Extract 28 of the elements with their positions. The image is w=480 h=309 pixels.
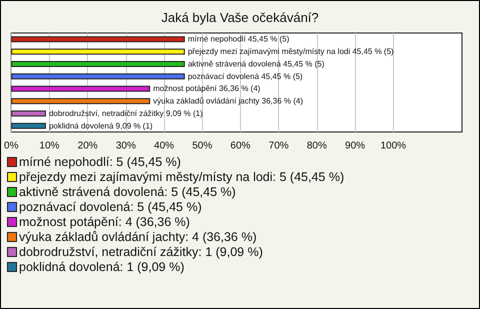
category-label: přejezdy mezi zajímavými městy/místy na lodi 45,45 % (5) <box>188 47 394 56</box>
text: poznávací dovolená: 5 (45,45 %) <box>18 200 203 215</box>
text: přejezdy mezi zajímavými městy/místy na lodi: 5 (45,45 %) <box>18 170 344 185</box>
x-tick-label: 30% <box>116 140 136 152</box>
text: možnost potápění: 4 (36,36 %) <box>18 215 191 230</box>
text: výuka základů ovládání jachty: 4 (36,36 %) <box>18 230 258 245</box>
category-label: dobrodružství, netradiční zážitky 9,09 % (1) <box>48 108 203 118</box>
x-tick-label: 20% <box>78 140 98 152</box>
x-tick-label: 80% <box>306 140 327 152</box>
text: aktivně strávená dovolená: 5 (45,45 %) <box>18 185 237 200</box>
x-tick-label: 60% <box>230 140 251 152</box>
x-tick-label: 90% <box>345 140 366 152</box>
category-label: poklidná dovolená 9,09 % (1) <box>48 121 153 130</box>
x-tick-label: 100% <box>380 140 406 152</box>
x-tick-label: 0% <box>4 140 19 152</box>
text: mírné nepohodlí: 5 (45,45 %) <box>18 155 182 170</box>
category-label: mírné nepohodlí 45,45 % (5) <box>188 34 290 44</box>
text: dobrodružství, netradiční zážitky: 1 (9,09 %) <box>18 245 264 260</box>
category-label: poznávací dovolená 45,45 % (5) <box>188 72 303 81</box>
category-label: výuka základů ovládání jachty 36,36 % (4) <box>153 96 303 106</box>
chart-title: Jaká byla Vaše očekávání? <box>161 10 319 25</box>
category-label: možnost potápění 36,36 % (4) <box>153 84 260 94</box>
x-tick-label: 40% <box>154 140 174 152</box>
x-tick-label: 70% <box>268 140 289 152</box>
category-label: aktivně strávená dovolená 45,45 % (5) <box>188 59 324 68</box>
text: poklidná dovolená: 1 (9,09 %) <box>18 260 186 275</box>
x-tick-label: 50% <box>192 140 212 152</box>
x-tick-label: 10% <box>39 140 60 152</box>
